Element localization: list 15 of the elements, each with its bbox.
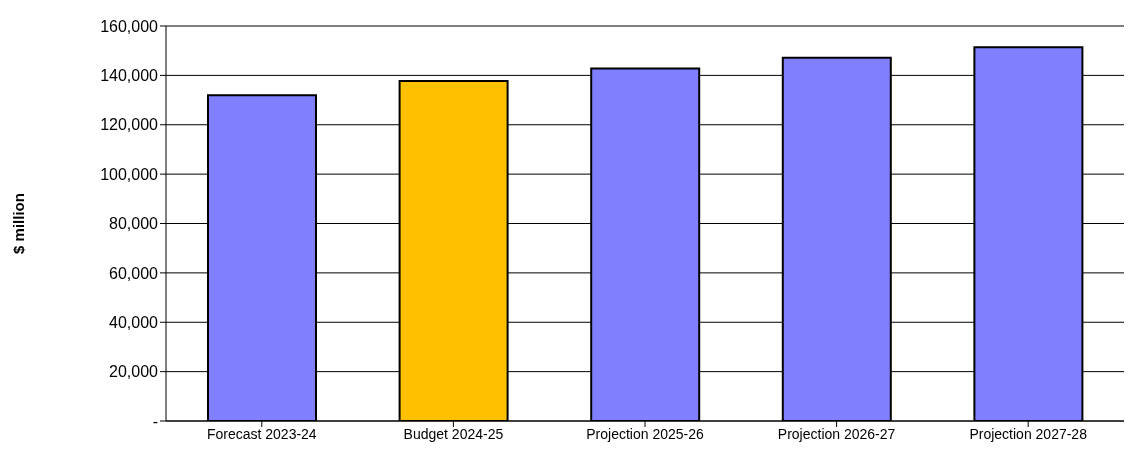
y-tick-label: 40,000 <box>109 313 159 331</box>
y-tick-label: 80,000 <box>109 215 159 233</box>
x-tick-label: Projection 2025-26 <box>586 425 704 442</box>
y-axis-title: $ million <box>10 193 28 254</box>
y-tick-label: - <box>152 412 158 430</box>
y-tick-label: 60,000 <box>109 264 159 282</box>
x-tick-label: Forecast 2023-24 <box>206 425 317 442</box>
x-tick-label: Projection 2027-28 <box>969 425 1088 442</box>
y-tick-label: 160,000 <box>100 17 159 35</box>
x-tick-label: Projection 2026-27 <box>777 425 896 442</box>
y-tick-label: 120,000 <box>100 116 159 134</box>
y-tick-label: 100,000 <box>100 165 159 183</box>
y-tick-label: 20,000 <box>109 363 159 381</box>
x-tick-label: Budget 2024-25 <box>403 425 504 442</box>
y-tick-label: 140,000 <box>100 67 159 85</box>
